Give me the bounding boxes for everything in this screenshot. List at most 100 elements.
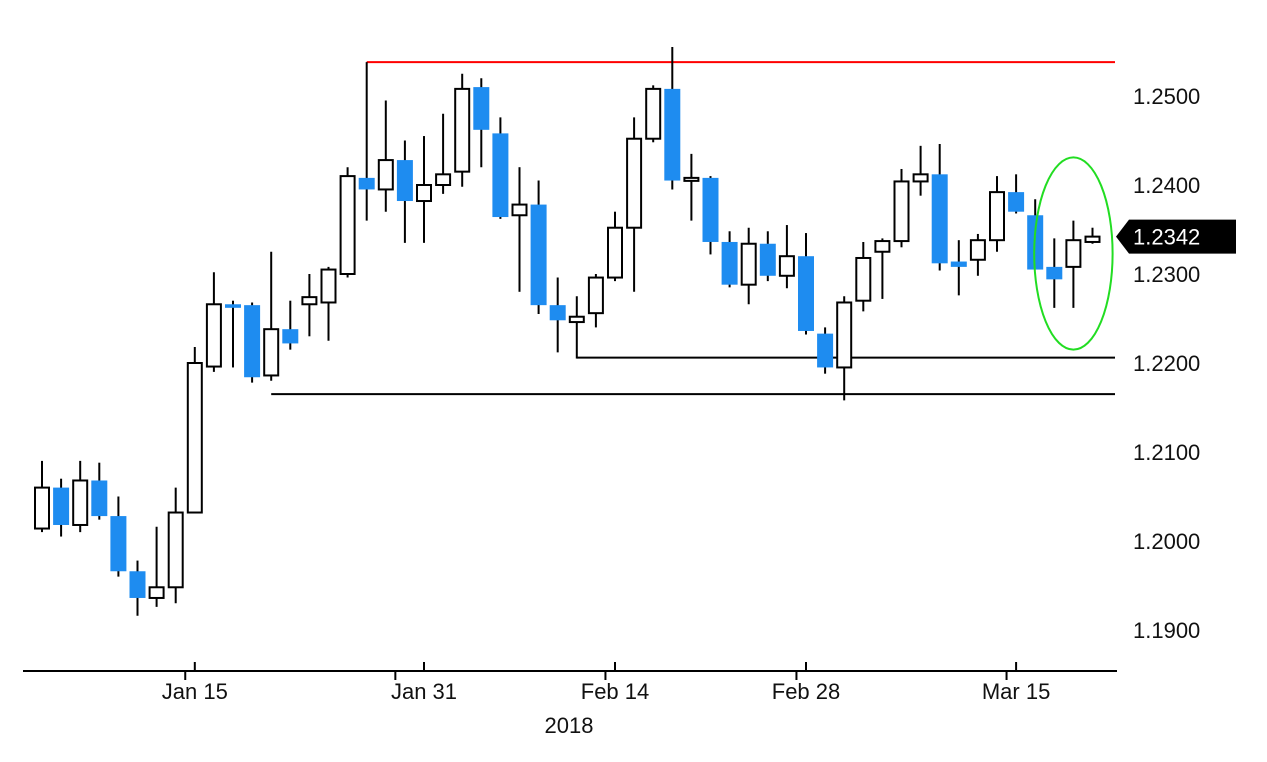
- candle: [435, 113, 452, 194]
- candle-body-down: [798, 256, 814, 331]
- candle: [225, 300, 241, 368]
- candle-body-down: [664, 88, 681, 181]
- candle: [1008, 174, 1025, 214]
- y-tick-label: 1.2000: [1133, 529, 1200, 554]
- candle-body-down: [396, 160, 413, 202]
- candle-body-down: [129, 571, 146, 598]
- candle: [874, 238, 891, 299]
- candle: [320, 266, 337, 341]
- candle: [798, 233, 814, 335]
- y-tick-label: 1.2400: [1133, 173, 1200, 198]
- candle-body-down: [950, 261, 967, 267]
- year-label: 2018: [545, 713, 594, 738]
- candle: [549, 277, 566, 353]
- x-tick-labels: Jan 15 Jan 31 Feb 14 Feb 28 Mar 15: [162, 679, 1051, 704]
- candle-body-down: [358, 177, 375, 190]
- candle: [587, 274, 604, 328]
- candle-body-up: [645, 87, 662, 140]
- candle: [511, 167, 528, 292]
- y-tick-label: 1.2500: [1133, 84, 1200, 109]
- candle: [1046, 238, 1063, 308]
- candle: [530, 180, 547, 315]
- candle: [492, 117, 509, 219]
- candle-body-up: [778, 255, 795, 277]
- candle-body-up: [607, 226, 623, 279]
- level-lines: [271, 61, 1115, 396]
- candle: [186, 346, 203, 514]
- candle-body-up: [263, 328, 280, 377]
- candle-body-down: [817, 333, 834, 368]
- candle: [1065, 220, 1082, 308]
- candle: [148, 526, 165, 607]
- candle-body-up: [34, 486, 50, 530]
- highlight-ellipse-layer: [1033, 156, 1114, 351]
- candle-body-down: [110, 516, 127, 572]
- candle-body-up: [568, 315, 585, 324]
- candle-body-up: [740, 242, 757, 286]
- candle: [416, 136, 432, 243]
- candle: [702, 176, 719, 255]
- candle: [167, 487, 184, 604]
- candle: [740, 227, 757, 305]
- candle-body-down: [702, 177, 719, 242]
- highlight-ellipse: [1033, 156, 1114, 351]
- candle: [91, 462, 108, 520]
- candle-body-up: [377, 159, 394, 191]
- candle: [989, 176, 1005, 252]
- candle: [855, 241, 872, 312]
- x-tick-label: Jan 31: [391, 679, 457, 704]
- candle-body-up: [205, 303, 222, 368]
- candle-body-up: [454, 87, 471, 173]
- x-tick-label: Feb 28: [772, 679, 841, 704]
- candle: [683, 153, 700, 221]
- candle-body-down: [282, 329, 299, 344]
- candle-body-up: [1065, 239, 1082, 268]
- candle-body-up: [855, 256, 872, 302]
- candle: [931, 144, 948, 271]
- candle: [358, 62, 375, 221]
- candle-body-down: [1008, 192, 1025, 212]
- price-tag-shape: [1116, 219, 1236, 254]
- candle: [626, 117, 643, 292]
- x-tick-label: Feb 14: [581, 679, 650, 704]
- candle-body-up: [683, 176, 700, 182]
- y-tick-label: 1.1900: [1133, 618, 1200, 643]
- candle-body-up: [511, 203, 528, 217]
- candle-body-down: [759, 243, 776, 276]
- candle: [607, 211, 623, 282]
- candle: [664, 47, 681, 190]
- candle: [263, 251, 280, 381]
- candle-body-down: [549, 305, 566, 321]
- candle-body-up: [893, 180, 910, 243]
- candle-body-down: [931, 174, 948, 264]
- candle-body-down: [473, 87, 490, 130]
- candle: [72, 460, 89, 533]
- candle-body-up: [969, 239, 986, 261]
- candle: [778, 225, 795, 289]
- candle-body-down: [530, 204, 547, 306]
- candle: [969, 233, 986, 276]
- candle-body-down: [225, 304, 241, 308]
- candle-body-up: [587, 276, 604, 315]
- axes: [23, 662, 1117, 680]
- candle: [301, 274, 318, 337]
- candle-body-down: [1046, 266, 1063, 280]
- candle: [950, 240, 967, 296]
- candle-body-up: [339, 175, 356, 276]
- candle: [129, 560, 146, 616]
- candle-body-down: [53, 487, 70, 525]
- candle-body-up: [989, 191, 1005, 242]
- candle: [836, 296, 853, 401]
- candle: [377, 100, 394, 212]
- candle: [759, 231, 776, 282]
- x-tick-label: Jan 15: [162, 679, 228, 704]
- candle-body-up: [416, 184, 432, 203]
- candle: [645, 85, 662, 143]
- candle: [205, 272, 222, 372]
- candle: [893, 168, 910, 248]
- candle: [568, 296, 585, 359]
- y-tick-label: 1.2200: [1133, 351, 1200, 376]
- candle-body-down: [244, 305, 261, 378]
- candle-body-up: [1084, 235, 1101, 243]
